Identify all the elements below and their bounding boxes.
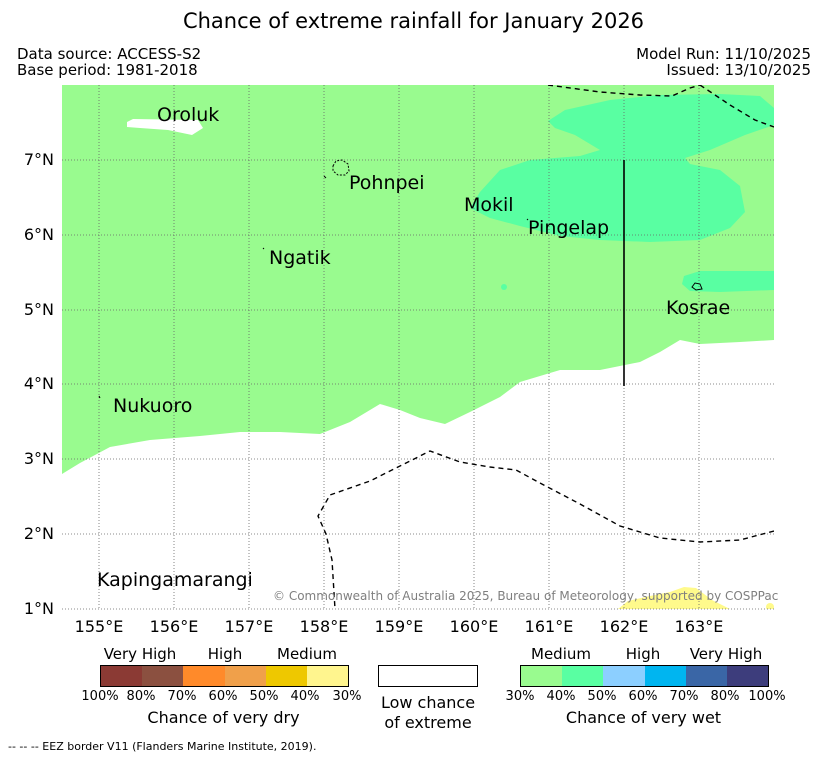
place-label-pohnpei: Pohnpei (349, 172, 425, 194)
wet-medium-high-speck (501, 284, 507, 290)
lon-label-160e: 160°E (449, 617, 499, 636)
lat-label-2n: 2°N (23, 524, 54, 543)
place-label-kosrae: Kosrae (666, 297, 731, 319)
legend-wet-tick: 70% (669, 689, 699, 704)
legend-neutral-caption-line2: of extreme (384, 713, 472, 732)
legend-wet-caption: Chance of very wet (565, 708, 722, 727)
legend-dry-medium: Medium (277, 645, 337, 663)
lon-label-157e: 157°E (224, 617, 274, 636)
legend-dry-high: High (207, 645, 243, 663)
legend-dry-tick: 70% (167, 689, 197, 704)
legend-wet-tick: 50% (587, 689, 617, 704)
dry-medium-speck (766, 603, 774, 609)
legend-neutral-swatch (378, 665, 478, 687)
legend-dry-tick: 50% (249, 689, 279, 704)
dry-swatch-3 (183, 666, 225, 686)
wet-swatch-1 (521, 666, 563, 686)
dry-swatch-5 (265, 666, 307, 686)
lon-label-163e: 163°E (674, 617, 724, 636)
dry-swatch-1 (101, 666, 143, 686)
lon-label-158e: 158°E (299, 617, 349, 636)
legend-wet-very-high: Very High (689, 645, 763, 663)
legend-wet-medium: Medium (531, 645, 591, 663)
legend-dry-tick: 100% (81, 689, 119, 704)
copyright-notice: © Commonwealth of Australia 2025, Bureau… (273, 589, 779, 603)
dry-swatch-6 (306, 666, 349, 686)
islands (98, 159, 703, 399)
legend-neutral-caption: Low chance of extreme (368, 693, 488, 733)
place-label-kapingamarangi: Kapingamarangi (97, 569, 253, 591)
oroluk-gap (127, 119, 203, 135)
dry-swatch-4 (224, 666, 266, 686)
issued-date: Issued: 13/10/2025 (666, 61, 811, 79)
lat-label-5n: 5°N (23, 300, 54, 319)
place-label-oroluk: Oroluk (157, 104, 220, 126)
ngatik-atoll (262, 247, 265, 250)
wet-swatch-4 (644, 666, 686, 686)
lat-label-7n: 7°N (23, 150, 54, 169)
eez-borders (317, 85, 774, 609)
base-period: Base period: 1981-2018 (17, 61, 198, 79)
rainfall-map (62, 85, 774, 610)
wet-swatch-2 (562, 666, 604, 686)
lat-label-1n: 1°N (23, 599, 54, 618)
legend-dry-caption: Chance of very dry (147, 708, 300, 727)
kosrae-island (691, 282, 703, 291)
dry-medium-region (618, 587, 730, 609)
wet-swatch-5 (685, 666, 727, 686)
legend-wet-tick: 30% (505, 689, 535, 704)
legend-wet-tick: 80% (710, 689, 740, 704)
pohnpei-islet (323, 175, 327, 179)
wet-medium-high-region-north (470, 94, 774, 242)
lon-label-155e: 155°E (74, 617, 124, 636)
place-label-pingelap: Pingelap (528, 217, 610, 239)
lat-label-4n: 4°N (23, 374, 54, 393)
wet-swatch-3 (603, 666, 645, 686)
place-label-nukuoro: Nukuoro (113, 395, 193, 417)
model-run: Model Run: 11/10/2025 (636, 45, 811, 63)
legend-dry-colorbar (100, 665, 349, 687)
legend-wet-tick: 60% (628, 689, 658, 704)
eez-footnote: -- -- -- EEZ border V11 (Flanders Marine… (8, 740, 317, 753)
legend-dry-tick: 40% (290, 689, 320, 704)
place-label-ngatik: Ngatik (269, 247, 331, 269)
legend-wet-tick: 40% (546, 689, 576, 704)
legend-dry-tick: 80% (126, 689, 156, 704)
legend-wet-tick: 100% (748, 689, 786, 704)
page-title: Chance of extreme rainfall for January 2… (182, 9, 645, 33)
lat-label-6n: 6°N (23, 225, 54, 244)
data-source: Data source: ACCESS-S2 (17, 45, 202, 63)
meta-left: Data source: ACCESS-S2 Base period: 1981… (17, 46, 201, 78)
legend-dry-very-high: Very High (103, 645, 177, 663)
lat-label-3n: 3°N (23, 449, 54, 468)
pohnpei-island (332, 159, 350, 176)
lon-label-156e: 156°E (149, 617, 199, 636)
meta-right: Model Run: 11/10/2025 Issued: 13/10/2025 (636, 46, 811, 78)
legend-neutral-caption-line1: Low chance (380, 693, 476, 712)
legend-wet-colorbar (520, 665, 769, 687)
pingelap-atoll (526, 218, 529, 221)
nukuoro-atoll (98, 395, 101, 399)
place-label-mokil: Mokil (464, 194, 514, 216)
legend-wet-high: High (625, 645, 661, 663)
lon-label-161e: 161°E (524, 617, 574, 636)
lon-label-162e: 162°E (599, 617, 649, 636)
lon-label-159e: 159°E (374, 617, 424, 636)
legend-dry-tick: 60% (208, 689, 238, 704)
dry-swatch-2 (142, 666, 184, 686)
wet-medium-high-region-kosrae (682, 271, 774, 292)
legend-dry-tick: 30% (332, 689, 362, 704)
wet-swatch-6 (726, 666, 769, 686)
